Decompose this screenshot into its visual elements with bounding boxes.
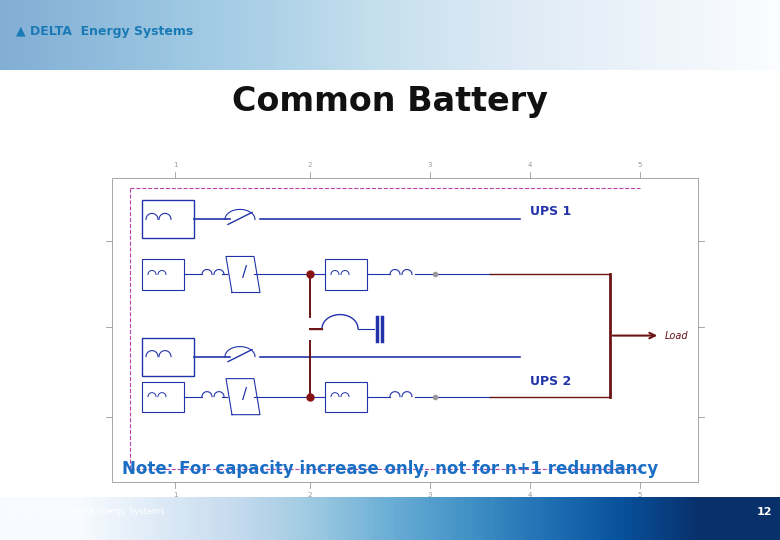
Text: 4: 4 [528,163,532,168]
Text: /: / [243,265,247,280]
Text: 5: 5 [638,163,642,168]
Text: ▲ DELTA  Energy Systems: ▲ DELTA Energy Systems [16,25,193,38]
Bar [142,382,184,411]
Text: 3: 3 [427,492,432,498]
Text: 2: 2 [308,163,312,168]
Bar [142,338,194,376]
Text: 1: 1 [172,163,177,168]
Text: 1: 1 [172,492,177,498]
Bar [112,178,698,482]
Text: UPS 1: UPS 1 [530,205,571,218]
Text: Note: For capacity increase only, not for n+1 redundancy: Note: For capacity increase only, not fo… [122,460,658,478]
Text: © 2021/3/4 上午 Delta Energy Systems: © 2021/3/4 上午 Delta Energy Systems [8,508,165,516]
Bar [325,382,367,411]
Polygon shape [226,256,260,293]
Text: Load: Load [665,330,689,341]
Bar [325,259,367,289]
Text: /: / [243,387,247,402]
Bar [142,259,184,289]
Text: 4: 4 [528,492,532,498]
Polygon shape [226,379,260,415]
Bar [142,200,194,239]
Text: Common Battery: Common Battery [232,85,548,118]
Text: 5: 5 [638,492,642,498]
Text: 3: 3 [427,163,432,168]
Text: 12: 12 [757,507,772,517]
Text: UPS 2: UPS 2 [530,375,571,388]
Text: 2: 2 [308,492,312,498]
